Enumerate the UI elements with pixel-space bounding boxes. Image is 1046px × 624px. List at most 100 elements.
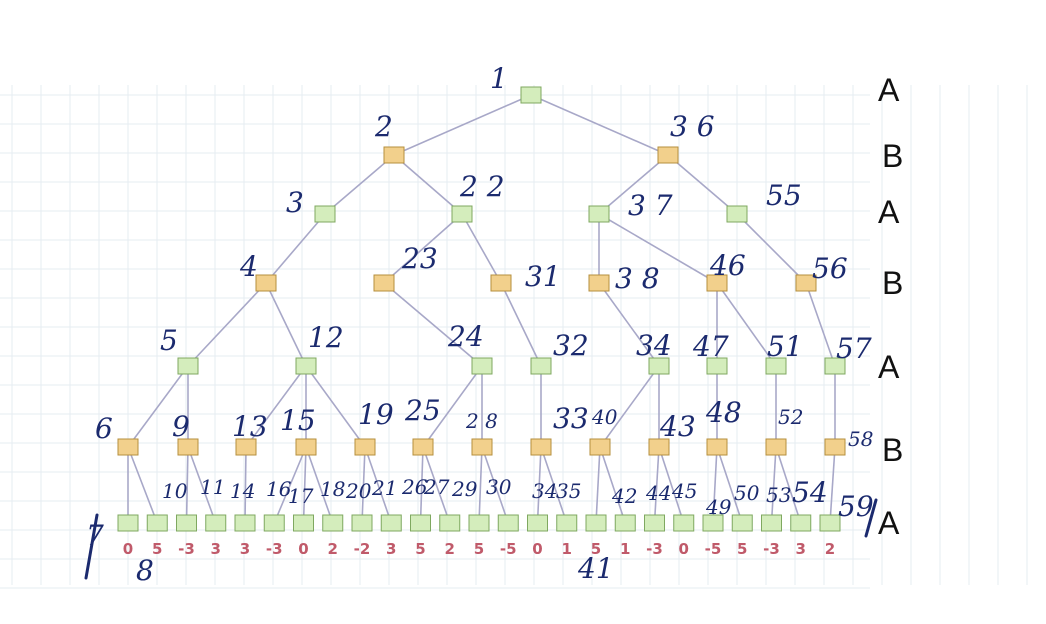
annotation-48: 48 bbox=[705, 396, 742, 429]
level-label-4: A bbox=[878, 349, 900, 385]
edge-n28-leaf12 bbox=[478, 446, 483, 524]
leaf-value: -5 bbox=[500, 540, 517, 558]
edge-n15-leaf5 bbox=[273, 446, 307, 524]
annotation-20: 20 bbox=[345, 479, 372, 503]
tree-node-leaf20 bbox=[702, 514, 724, 532]
level-label-5: B bbox=[882, 432, 903, 468]
tree-node-leaf11 bbox=[439, 514, 461, 532]
edge-n31-n32 bbox=[500, 282, 542, 367]
edge-n56-n57 bbox=[805, 282, 836, 367]
edge-n6-leaf1 bbox=[127, 446, 158, 524]
edge-n33-leaf14 bbox=[536, 446, 542, 524]
annotation-24: 24 bbox=[447, 320, 484, 353]
tree-node-n38 bbox=[588, 274, 610, 292]
tree-node-n51 bbox=[765, 357, 787, 375]
annotation-34b: 34 bbox=[532, 479, 557, 503]
tree-node-n56 bbox=[795, 274, 817, 292]
annotation-31: 31 bbox=[525, 260, 561, 293]
leaf-value: 3 bbox=[386, 540, 396, 558]
tree-node-n23 bbox=[373, 274, 395, 292]
annotation-33: 33 bbox=[553, 402, 589, 435]
tree-node-n6 bbox=[117, 438, 139, 456]
tree-node-leaf18 bbox=[644, 514, 665, 532]
edge-n9-leaf3 bbox=[187, 446, 217, 524]
tree-node-leaf6 bbox=[293, 514, 314, 532]
annotation-56: 56 bbox=[812, 252, 848, 285]
edge-n43-leaf19 bbox=[658, 446, 685, 524]
annotation-47: 47 bbox=[692, 330, 729, 363]
tree-node-n25 bbox=[412, 438, 434, 456]
annotation-50: 50 bbox=[734, 481, 760, 505]
level-label-2: A bbox=[878, 194, 900, 230]
annotation-26: 26 bbox=[401, 475, 428, 499]
edge-n33-leaf15 bbox=[540, 446, 568, 524]
tree-node-leaf24 bbox=[819, 514, 841, 532]
annotation-5: 5 bbox=[160, 324, 178, 357]
tree-node-n2 bbox=[383, 146, 405, 164]
tree-node-leaf22 bbox=[761, 514, 782, 532]
leaf-value: 5 bbox=[474, 540, 484, 558]
annotation-55: 55 bbox=[766, 179, 802, 212]
tree-node-n9 bbox=[177, 438, 199, 456]
leaf-value: 2 bbox=[445, 540, 455, 558]
background-grid bbox=[0, 85, 1028, 589]
edge-n40-leaf16 bbox=[595, 446, 601, 524]
leaf-value: 5 bbox=[415, 540, 425, 558]
tree-node-leaf16 bbox=[585, 514, 607, 532]
annotation-4: 4 bbox=[239, 250, 258, 283]
edge-n19-leaf8 bbox=[361, 446, 366, 524]
annotation-41: 41 bbox=[577, 552, 614, 585]
edge-n15-leaf7 bbox=[305, 446, 334, 524]
annotation-36: 3 6 bbox=[670, 110, 715, 143]
annotation-2: 2 bbox=[374, 110, 393, 143]
edge-n43-leaf18 bbox=[653, 446, 660, 524]
edge-n36-n37 bbox=[598, 154, 669, 215]
level-label-6: A bbox=[878, 505, 900, 541]
tree-node-leaf4 bbox=[234, 514, 256, 532]
annotation-53: 53 bbox=[766, 483, 791, 507]
edge-n52-leaf22 bbox=[770, 446, 777, 524]
annotation-40: 40 bbox=[591, 405, 618, 429]
tree-node-n33 bbox=[530, 438, 552, 456]
leaf-value: 3 bbox=[240, 540, 250, 558]
edge-n55-n56 bbox=[736, 213, 807, 284]
edge-n25-leaf11 bbox=[422, 446, 451, 524]
annotation-32: 32 bbox=[553, 329, 589, 362]
pen-stroke-left bbox=[84, 513, 99, 580]
leaf-value: -3 bbox=[178, 540, 195, 558]
annotation-3: 3 bbox=[286, 186, 304, 219]
tree-node-leaf8 bbox=[351, 514, 373, 532]
annotation-42: 42 bbox=[611, 484, 637, 508]
edge-n52-leaf23 bbox=[775, 446, 802, 524]
leaf-values: 0 5 -3 3 3 -3 0 2 -2 3 5 2 5 -5 0 1 5 1 -3 0 -5 5 -3 3 2 bbox=[123, 540, 835, 558]
edge-n5-n6 bbox=[127, 365, 189, 448]
annotation-34: 34 bbox=[636, 329, 672, 362]
tree-node-n28 bbox=[471, 438, 493, 456]
annotation-7: 7 bbox=[86, 519, 104, 552]
annotation-49: 49 bbox=[705, 495, 732, 519]
edge-n34-n40 bbox=[599, 365, 660, 448]
annotation-37: 3 7 bbox=[628, 189, 673, 222]
leaf-value: 3 bbox=[796, 540, 806, 558]
annotation-15: 15 bbox=[280, 404, 316, 437]
tree-node-leaf14 bbox=[527, 514, 548, 532]
tree-node-n37 bbox=[588, 205, 610, 223]
tree-node-n19 bbox=[354, 438, 376, 456]
tree-node-leaf15 bbox=[556, 514, 578, 532]
edge-n36-n55 bbox=[667, 154, 738, 215]
annotation-30: 30 bbox=[486, 475, 512, 499]
level-label-3: B bbox=[882, 265, 903, 301]
tree-node-leaf10 bbox=[410, 514, 431, 532]
tree-node-leaf1 bbox=[146, 514, 168, 532]
leaf-value: 3 bbox=[211, 540, 221, 558]
edge-n48-leaf21 bbox=[716, 446, 744, 524]
annotation-13: 13 bbox=[232, 410, 268, 443]
leaf-value: 2 bbox=[825, 540, 835, 558]
pen-stroke-right bbox=[864, 498, 878, 538]
tree-node-n22 bbox=[451, 205, 473, 223]
edge-n58-leaf24 bbox=[829, 446, 836, 524]
leaf-value: 5 bbox=[152, 540, 162, 558]
edge-n46-n51 bbox=[716, 282, 777, 367]
tree-node-n3 bbox=[314, 205, 336, 223]
